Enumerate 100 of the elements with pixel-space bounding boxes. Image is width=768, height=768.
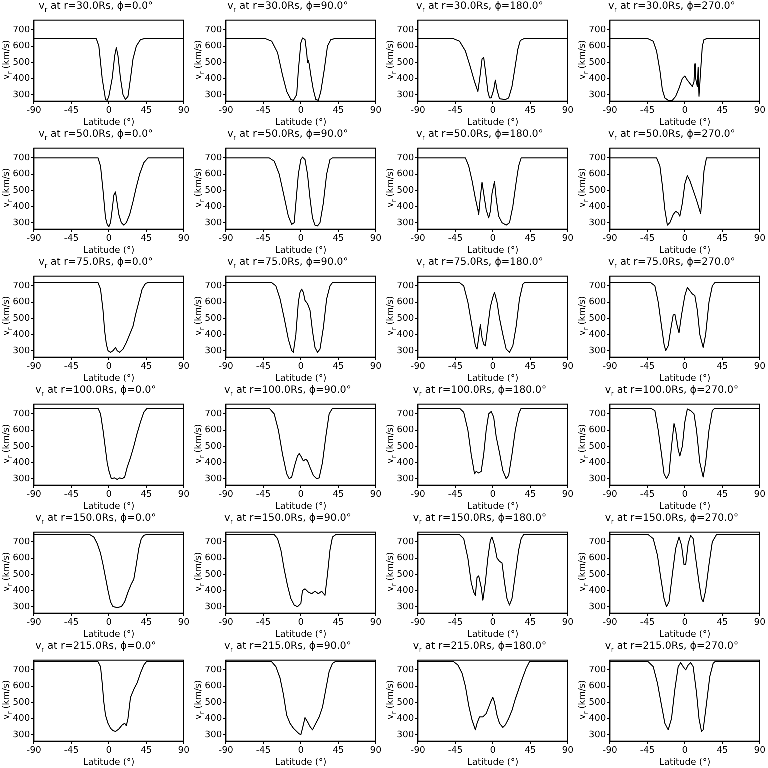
y-tick-label: 500 <box>12 698 30 708</box>
chart-title: v$_{r}$ at r=30.0Rs, ϕ=180.0° <box>415 0 545 14</box>
y-tick-label: 700 <box>588 409 606 420</box>
x-axis-title: Latitude (°) <box>467 374 519 384</box>
y-tick-label: 300 <box>204 346 222 356</box>
y-tick-label: 400 <box>204 330 222 340</box>
x-tick-label: -90 <box>218 362 234 372</box>
x-tick-label: -90 <box>410 362 426 372</box>
y-tick-label: 700 <box>396 281 414 292</box>
y-tick-label: 700 <box>588 281 606 292</box>
y-tick-label: 400 <box>12 586 30 596</box>
y-tick-label: 600 <box>396 682 414 692</box>
y-tick-label: 400 <box>588 202 606 212</box>
x-tick-label: -90 <box>410 234 426 244</box>
x-tick-label: -45 <box>64 106 79 116</box>
chart-title: v$_{r}$ at r=75.0Rs, ϕ=180.0° <box>415 256 545 270</box>
y-tick-label: 500 <box>204 570 222 580</box>
y-tick-label: 400 <box>396 330 414 340</box>
x-axis-title: Latitude (°) <box>83 118 135 128</box>
x-axis-title: Latitude (°) <box>659 374 711 384</box>
x-tick-label: -45 <box>256 618 271 628</box>
x-tick-label: 45 <box>524 746 536 756</box>
x-axis-title: Latitude (°) <box>467 246 519 256</box>
x-tick-label: -45 <box>448 106 463 116</box>
y-tick-label: 400 <box>396 714 414 724</box>
y-tick-label: 300 <box>396 730 414 740</box>
y-tick-label: 600 <box>588 682 606 692</box>
y-tick-label: 500 <box>396 314 414 324</box>
x-tick-label: 45 <box>716 106 728 116</box>
x-tick-label: 0 <box>490 362 496 372</box>
y-tick-label: 700 <box>588 25 606 36</box>
x-axis-title: Latitude (°) <box>467 630 519 640</box>
x-tick-label: 0 <box>106 362 112 372</box>
y-tick-label: 500 <box>588 698 606 708</box>
x-tick-label: -45 <box>640 490 655 500</box>
y-tick-label: 600 <box>12 426 30 436</box>
x-tick-label: -45 <box>448 490 463 500</box>
y-tick-label: 500 <box>588 58 606 68</box>
x-tick-label: -90 <box>602 362 618 372</box>
x-tick-label: 0 <box>298 106 304 116</box>
y-tick-label: 600 <box>204 682 222 692</box>
y-tick-label: 300 <box>588 218 606 228</box>
y-tick-label: 700 <box>396 153 414 164</box>
x-tick-label: 90 <box>178 618 190 628</box>
y-tick-label: 300 <box>204 602 222 612</box>
chart-title: v$_{r}$ at r=50.0Rs, ϕ=0.0° <box>38 128 154 142</box>
x-tick-label: -45 <box>448 234 463 244</box>
y-tick-label: 600 <box>588 554 606 564</box>
y-tick-label: 300 <box>12 218 30 228</box>
x-axis-title: Latitude (°) <box>275 502 327 512</box>
y-tick-label: 600 <box>396 170 414 180</box>
x-tick-label: 90 <box>754 746 766 756</box>
x-tick-label: -90 <box>602 490 618 500</box>
chart-title: v$_{r}$ at r=215.0Rs, ϕ=270.0° <box>604 640 740 654</box>
x-tick-label: 90 <box>562 106 574 116</box>
y-tick-label: 400 <box>588 330 606 340</box>
x-tick-label: 90 <box>562 362 574 372</box>
y-tick-label: 300 <box>12 346 30 356</box>
y-tick-label: 700 <box>396 25 414 36</box>
y-tick-label: 600 <box>204 298 222 308</box>
x-tick-label: -90 <box>218 618 234 628</box>
y-tick-label: 500 <box>12 570 30 580</box>
x-tick-label: 90 <box>178 746 190 756</box>
chart-title: v$_{r}$ at r=75.0Rs, ϕ=90.0° <box>226 256 350 270</box>
x-tick-label: 90 <box>562 234 574 244</box>
x-tick-label: 45 <box>524 106 536 116</box>
y-tick-label: 600 <box>204 42 222 52</box>
x-tick-label: 0 <box>682 618 688 628</box>
y-tick-label: 600 <box>588 42 606 52</box>
x-tick-label: -90 <box>26 362 42 372</box>
y-tick-label: 300 <box>204 218 222 228</box>
y-tick-label: 500 <box>12 58 30 68</box>
y-tick-label: 300 <box>588 346 606 356</box>
x-tick-label: 0 <box>106 490 112 500</box>
chart-title: v$_{r}$ at r=100.0Rs, ϕ=90.0° <box>223 384 353 398</box>
x-tick-label: 90 <box>370 362 382 372</box>
chart-title: v$_{r}$ at r=215.0Rs, ϕ=0.0° <box>34 640 158 654</box>
x-tick-label: -45 <box>256 490 271 500</box>
x-tick-label: 0 <box>298 490 304 500</box>
x-tick-label: 45 <box>716 618 728 628</box>
x-tick-label: -45 <box>640 746 655 756</box>
chart-title: v$_{r}$ at r=100.0Rs, ϕ=270.0° <box>604 384 740 398</box>
y-tick-label: 500 <box>12 314 30 324</box>
y-tick-label: 600 <box>12 42 30 52</box>
y-tick-label: 300 <box>204 730 222 740</box>
chart-title: v$_{r}$ at r=100.0Rs, ϕ=0.0° <box>34 384 158 398</box>
x-axis-title: Latitude (°) <box>659 118 711 128</box>
x-tick-label: -90 <box>26 106 42 116</box>
y-tick-label: 600 <box>588 426 606 436</box>
x-tick-label: 45 <box>524 362 536 372</box>
y-tick-label: 700 <box>12 281 30 292</box>
y-tick-label: 500 <box>12 186 30 196</box>
x-tick-label: 0 <box>106 746 112 756</box>
x-tick-label: 0 <box>490 106 496 116</box>
chart-title: v$_{r}$ at r=150.0Rs, ϕ=180.0° <box>412 512 548 526</box>
y-tick-label: 300 <box>396 90 414 100</box>
x-tick-label: -45 <box>448 362 463 372</box>
y-tick-label: 300 <box>204 90 222 100</box>
chart-title: v$_{r}$ at r=215.0Rs, ϕ=180.0° <box>412 640 548 654</box>
x-tick-label: 45 <box>140 106 152 116</box>
